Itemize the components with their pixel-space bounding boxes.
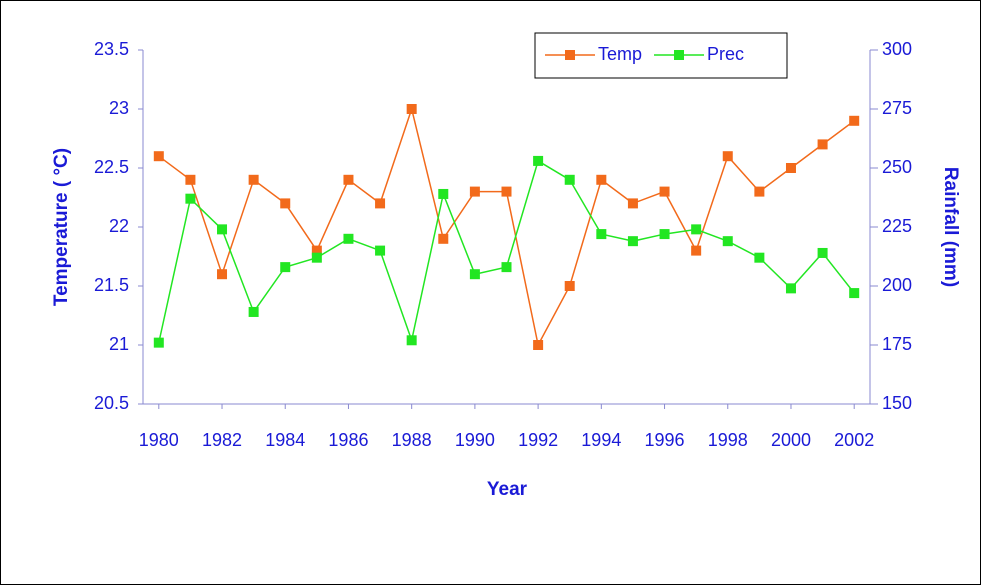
point-marker	[438, 188, 449, 199]
point-marker	[564, 281, 575, 291]
x-tick-label: 1990	[455, 430, 495, 450]
legend-label: Prec	[707, 44, 744, 64]
point-marker	[185, 174, 196, 185]
point-marker	[406, 104, 417, 114]
point-marker	[501, 186, 512, 197]
point-marker	[533, 155, 544, 166]
point-marker	[849, 288, 860, 299]
point-marker	[217, 224, 228, 235]
y2-tick-label: 275	[882, 98, 912, 118]
y2-tick-label: 150	[882, 393, 912, 413]
point-marker	[533, 340, 544, 350]
x-tick-label: 1998	[708, 430, 748, 450]
y2-tick-label: 200	[882, 275, 912, 295]
point-marker	[627, 198, 638, 209]
x-tick-label: 1982	[202, 430, 242, 450]
x-tick-label: 1996	[645, 430, 685, 450]
legend-label: Temp	[598, 44, 642, 64]
point-marker	[501, 262, 512, 273]
y-axis-title: Temperature ( °C)	[51, 148, 72, 306]
point-marker	[280, 262, 291, 273]
point-marker	[754, 252, 765, 263]
point-marker	[438, 233, 449, 244]
point-marker	[722, 236, 733, 247]
point-marker	[185, 193, 196, 204]
y2-axis-title: Rainfall (mm)	[940, 167, 961, 287]
x-axis-title: Year	[487, 479, 528, 500]
point-marker	[248, 174, 259, 185]
x-tick-label: 2000	[771, 430, 811, 450]
y-tick-label: 22.5	[94, 157, 129, 177]
x-tick-label: 1986	[328, 430, 368, 450]
y-tick-label: 22	[109, 216, 129, 236]
point-marker	[153, 337, 164, 348]
point-marker	[280, 198, 291, 209]
point-marker	[217, 269, 228, 280]
y-tick-label: 23.5	[94, 39, 129, 59]
point-marker	[311, 252, 322, 263]
y-tick-label: 20.5	[94, 393, 129, 413]
point-marker	[817, 139, 828, 150]
point-marker	[469, 269, 480, 280]
legend-marker	[674, 50, 685, 60]
y2-tick-label: 225	[882, 216, 912, 236]
point-marker	[596, 174, 607, 185]
point-marker	[375, 245, 386, 256]
y-tick-label: 23	[109, 98, 129, 118]
point-marker	[248, 306, 259, 317]
point-marker	[691, 224, 702, 235]
legend-marker	[565, 50, 575, 60]
point-marker	[153, 151, 164, 162]
x-tick-label: 1994	[581, 430, 621, 450]
point-marker	[754, 186, 765, 197]
x-tick-label: 1980	[139, 430, 179, 450]
y-tick-label: 21	[109, 334, 129, 354]
y-tick-label: 21.5	[94, 275, 129, 295]
point-marker	[849, 115, 860, 126]
point-marker	[343, 174, 354, 185]
point-marker	[406, 335, 417, 346]
y2-tick-label: 250	[882, 157, 912, 177]
point-marker	[343, 233, 354, 244]
point-marker	[311, 245, 322, 256]
y2-tick-label: 175	[882, 334, 912, 354]
point-marker	[596, 229, 607, 240]
x-tick-label: 1992	[518, 430, 558, 450]
point-marker	[375, 198, 386, 209]
point-marker	[659, 186, 670, 197]
point-marker	[691, 245, 702, 256]
point-marker	[627, 236, 638, 247]
point-marker	[785, 283, 796, 294]
point-marker	[564, 174, 575, 185]
point-marker	[722, 151, 733, 162]
x-tick-label: 1984	[265, 430, 305, 450]
point-marker	[659, 229, 670, 240]
x-tick-label: 1988	[392, 430, 432, 450]
point-marker	[469, 186, 480, 197]
y2-tick-label: 300	[882, 39, 912, 59]
point-marker	[817, 247, 828, 258]
point-marker	[785, 163, 796, 173]
x-tick-label: 2002	[834, 430, 874, 450]
